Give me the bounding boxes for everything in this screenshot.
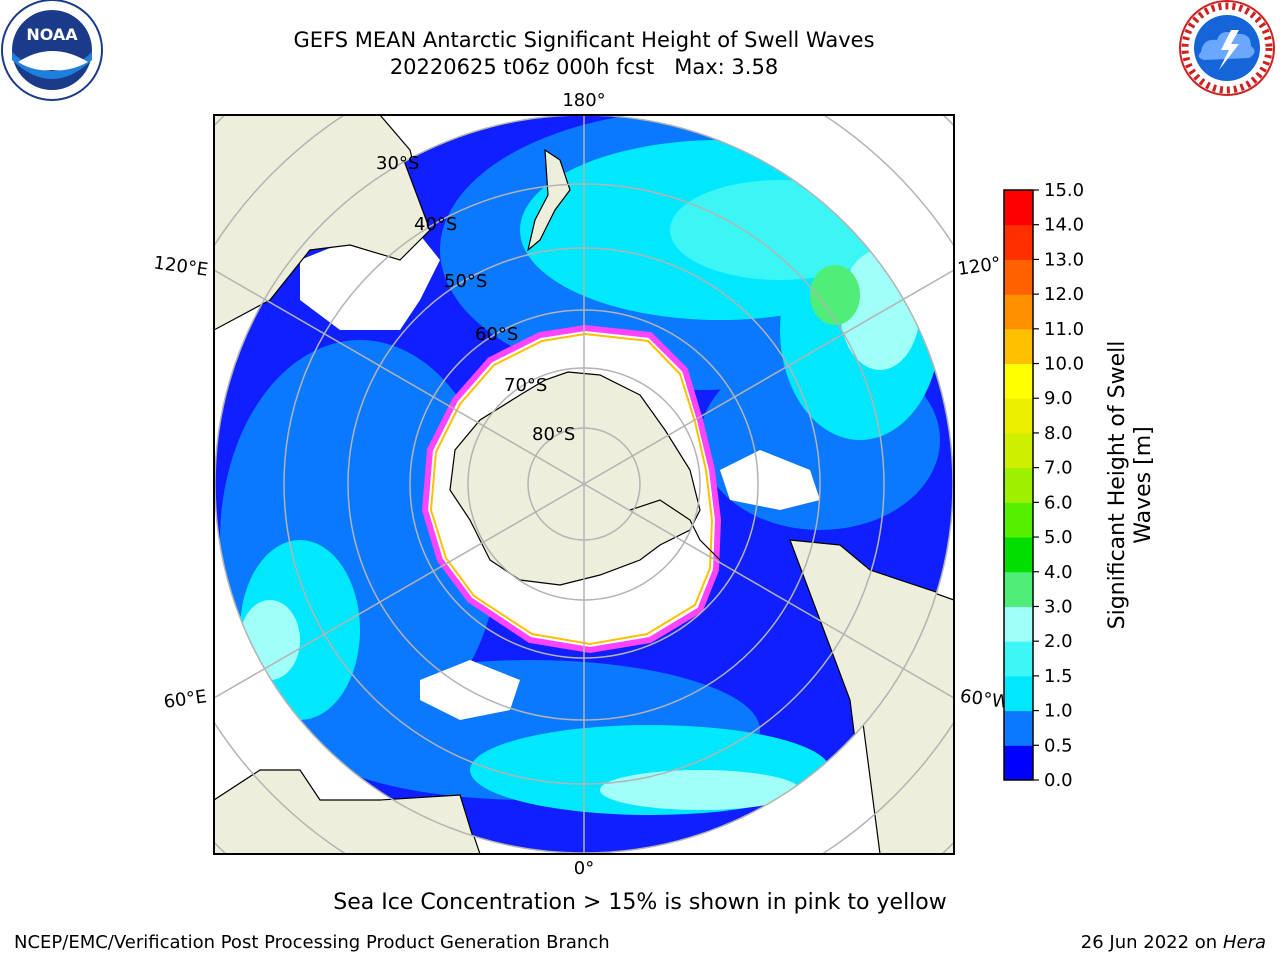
colorbar-tick-label: 14.0: [1044, 215, 1084, 236]
sea-ice-note: Sea Ice Concentration > 15% is shown in …: [333, 890, 947, 915]
lon-label-60e: 60°E: [162, 686, 208, 713]
colorbar-bin: [1004, 398, 1033, 434]
colorbar-tick-label: 10.0: [1044, 354, 1084, 375]
colorbar-tick-label: 4.0: [1044, 562, 1073, 583]
lon-label-180: 180°: [562, 90, 605, 111]
colorbar-bin: [1004, 606, 1033, 642]
footer-machine: Hera: [1222, 932, 1266, 953]
colorbar-tick-label: 6.0: [1044, 492, 1073, 513]
chart-title: GEFS MEAN Antarctic Significant Height o…: [293, 28, 875, 52]
colorbar-bin: [1004, 502, 1033, 538]
lon-label-120e: 120°E: [152, 252, 209, 280]
footer-date: 26 Jun 2022 on Hera: [1081, 932, 1266, 953]
colorbar-tick-label: 12.0: [1044, 284, 1084, 305]
colorbar: 0.0 0.5 1.0 1.5 2.0 3.0 4.0 5.0 6.0 7.0 8.0 9.0 10.0…: [1003, 180, 1084, 791]
lat-label-30s: 30°S: [376, 153, 419, 174]
colorbar-tick-label: 5.0: [1044, 527, 1073, 548]
colorbar-bin: [1004, 190, 1033, 226]
colorbar-frame: [1003, 189, 1034, 781]
colorbar-bin: [1004, 224, 1033, 260]
lon-label-120w: 120°: [956, 253, 1002, 280]
colorbar-tick-label: 0.0: [1044, 770, 1073, 791]
lon-label-0: 0°: [574, 858, 594, 879]
colorbar-tick-label: 15.0: [1044, 180, 1084, 201]
colorbar-bin: [1004, 328, 1033, 365]
colorbar-tick-label: 7.0: [1044, 458, 1073, 479]
lat-label-60s: 60°S: [475, 324, 518, 345]
lat-label-70s: 70°S: [504, 375, 547, 396]
lon-label-60w: 60°W: [959, 686, 1011, 714]
colorbar-label-line1: Significant Height of Swell: [1105, 341, 1130, 630]
colorbar-bin: [1004, 675, 1033, 712]
max-value: Max: 3.58: [674, 55, 779, 79]
colorbar-bin: [1004, 537, 1033, 573]
colorbar-bin: [1004, 432, 1033, 469]
colorbar-bin: [1004, 294, 1033, 330]
lat-label-50s: 50°S: [444, 271, 487, 292]
colorbar-bin: [1004, 363, 1033, 399]
colorbar-bin: [1004, 641, 1033, 677]
colorbar-tick-label: 11.0: [1044, 319, 1084, 340]
footer-date-text: 26 Jun 2022 on: [1080, 932, 1218, 953]
colorbar-label-part2: Waves [m]: [1131, 426, 1156, 543]
colorbar-tick-label: 0.5: [1044, 735, 1073, 756]
colorbar-tick-label: 13.0: [1044, 249, 1084, 270]
colorbar-bin: [1004, 259, 1033, 295]
colorbar-tick-label: 1.0: [1044, 701, 1073, 722]
lat-label-80s: 80°S: [532, 424, 575, 445]
colorbar-tick-label: 9.0: [1044, 388, 1073, 409]
colorbar-tick-label: 8.0: [1044, 423, 1073, 444]
colorbar-tick-label: 2.0: [1044, 631, 1073, 652]
colorbar-bin: [1004, 571, 1033, 607]
colorbar-tick-label: 1.5: [1044, 666, 1073, 687]
lat-label-40s: 40°S: [414, 214, 457, 235]
nws-logo: [1179, 0, 1275, 96]
chart-subtitle: 20220625 t06z 000h fcst Max: 3.58: [184, 54, 984, 80]
colorbar-bin: [1004, 467, 1033, 503]
noaa-logo-text: NOAA: [26, 25, 78, 44]
footer-branch: NCEP/EMC/Verification Post Processing Pr…: [14, 932, 610, 953]
colorbar-tick-label: 3.0: [1044, 596, 1073, 617]
colorbar-label-line2: Waves [m]: [1131, 426, 1156, 543]
colorbar-bin: [1004, 710, 1033, 746]
colorbar-bin: [1004, 745, 1033, 781]
colorbar-label-part1: Significant Height of Swell: [1105, 341, 1130, 630]
forecast-date: 20220625 t06z 000h fcst: [389, 55, 655, 79]
map-frame: [213, 114, 955, 855]
noaa-logo: NOAA: [1, 0, 103, 101]
